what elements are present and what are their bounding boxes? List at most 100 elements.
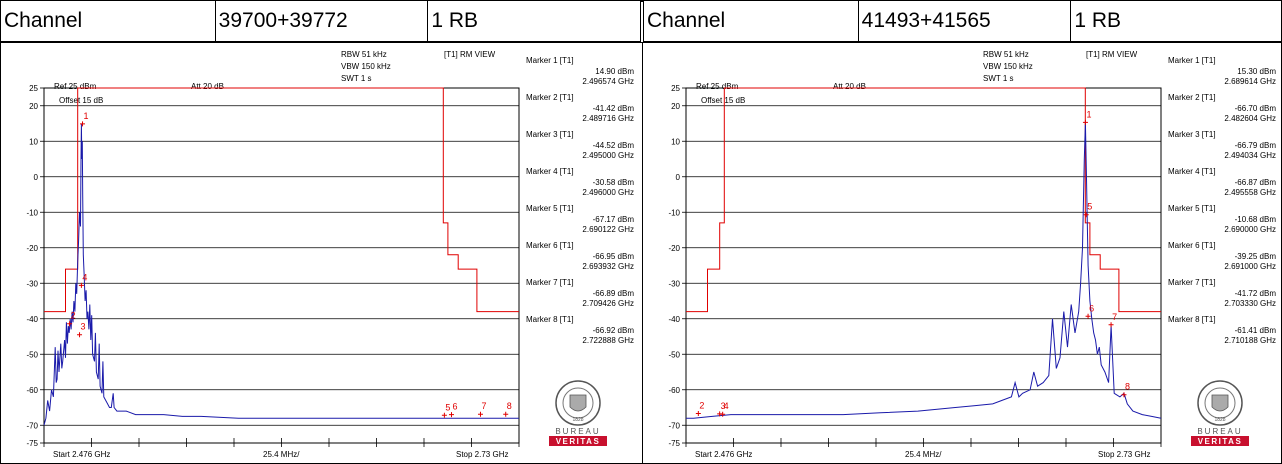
ref-level: Ref 25 dBm [696, 82, 739, 91]
spectrum-panel-left: 25 20 10 0 -10 -20 -30 -40 -50 -60 -70 -75 Ref 25 dB… [0, 42, 643, 464]
attenuation: Att 20 dB [833, 82, 866, 91]
marker-frequency: 2.690000 GHz [1224, 225, 1276, 234]
marker-level: -41.72 dBm [1235, 289, 1277, 298]
marker-level: -10.68 dBm [1235, 215, 1277, 224]
logo-bottom-text: VERITAS [556, 437, 601, 446]
vbw: VBW 150 kHz [983, 62, 1033, 71]
marker-point-6 [448, 412, 454, 418]
marker-title: Marker 5 [T1] [1168, 204, 1216, 213]
marker-frequency: 2.690122 GHz [582, 225, 634, 234]
marker-frequency: 2.495000 GHz [582, 151, 634, 160]
marker-frequency: 2.691000 GHz [1224, 262, 1276, 271]
y-tick-label: 25 [671, 84, 680, 93]
marker-point-label-8: 8 [1125, 382, 1130, 392]
marker-level: -66.92 dBm [593, 326, 635, 335]
logo-shield-icon [1211, 394, 1229, 412]
y-tick-label: -10 [26, 208, 38, 217]
y-tick-label: 20 [29, 102, 38, 111]
marker-frequency: 2.709426 GHz [582, 299, 634, 308]
marker-point-label-4: 4 [724, 401, 729, 411]
marker-point-5 [1083, 212, 1089, 218]
marker-level: -67.17 dBm [593, 215, 635, 224]
marker-point-label-6: 6 [452, 402, 457, 412]
marker-point-8 [1121, 392, 1127, 398]
logo-bar [549, 436, 607, 446]
y-tick-label: -70 [668, 421, 680, 430]
marker-point-label-1: 1 [1086, 109, 1091, 119]
division-label: 25.4 MHz/ [263, 450, 300, 459]
channel-label: Channel [1, 1, 216, 41]
marker-level: -66.95 dBm [593, 252, 635, 261]
marker-title: Marker 4 [T1] [1168, 167, 1216, 176]
rb-value: 1 RB [1071, 1, 1282, 41]
ref-level: Ref 25 dBm [54, 82, 97, 91]
marker-level: -44.52 dBm [593, 141, 635, 150]
marker-level: 15.30 dBm [1237, 67, 1276, 76]
trace-mode: [T1] RM VIEW [444, 50, 496, 59]
y-tick-label: -40 [668, 315, 680, 324]
marker-title: Marker 8 [T1] [1168, 315, 1216, 324]
y-tick-label: 0 [676, 173, 681, 182]
marker-point-2 [695, 411, 701, 417]
y-tick-label: -20 [26, 244, 38, 253]
marker-title: Marker 1 [T1] [526, 56, 574, 65]
trace-series-0 [43, 123, 519, 426]
header-left: Channel 39700+39772 1 RB [0, 0, 642, 42]
marker-point-2 [67, 321, 73, 327]
marker-point-7 [477, 411, 483, 417]
marker-frequency: 2.710188 GHz [1224, 336, 1276, 345]
start-frequency: Start 2.476 GHz [53, 450, 110, 459]
division-label: 25.4 MHz/ [905, 450, 942, 459]
y-tick-label: -50 [26, 350, 38, 359]
rbw: RBW 51 kHz [983, 50, 1029, 59]
y-tick-label: 10 [29, 137, 38, 146]
trace-mode: [T1] RM VIEW [1086, 50, 1138, 59]
marker-frequency: 2.703330 GHz [1224, 299, 1276, 308]
marker-point-4 [720, 411, 726, 417]
offset-label: Offset 15 dB [701, 96, 745, 105]
marker-level: -61.41 dBm [1235, 326, 1277, 335]
y-tick-label: -30 [668, 279, 680, 288]
y-tick-label: -30 [26, 279, 38, 288]
marker-point-label-2: 2 [699, 401, 704, 411]
marker-level: -66.87 dBm [1235, 178, 1277, 187]
marker-point-label-3: 3 [721, 401, 726, 411]
marker-point-label-8: 8 [507, 401, 512, 411]
start-frequency: Start 2.476 GHz [695, 450, 752, 459]
marker-title: Marker 2 [T1] [1168, 93, 1216, 102]
marker-title: Marker 4 [T1] [526, 167, 574, 176]
marker-point-label-6: 6 [1089, 303, 1094, 313]
marker-frequency: 2.482604 GHz [1224, 114, 1276, 123]
marker-frequency: 2.495558 GHz [1224, 188, 1276, 197]
y-tick-label: 0 [34, 173, 39, 182]
channel-label: Channel [644, 1, 859, 41]
channel-value: 41493+41565 [859, 1, 1072, 41]
y-tick-label: 10 [671, 137, 680, 146]
offset-label: Offset 15 dB [59, 96, 103, 105]
limit-line [686, 87, 1161, 313]
marker-level: -66.79 dBm [1235, 141, 1277, 150]
stop-frequency: Stop 2.73 GHz [456, 450, 508, 459]
marker-level: -30.58 dBm [593, 178, 635, 187]
marker-point-label-3: 3 [81, 322, 86, 332]
header-right: Channel 41493+41565 1 RB [643, 0, 1282, 42]
marker-level: -66.70 dBm [1235, 104, 1277, 113]
trace-series-0 [686, 122, 1162, 419]
marker-title: Marker 3 [T1] [1168, 130, 1216, 139]
marker-point-label-1: 1 [84, 111, 89, 121]
logo-shield-icon [569, 394, 587, 412]
marker-frequency: 2.496000 GHz [582, 188, 634, 197]
vbw: VBW 150 kHz [341, 62, 391, 71]
marker-point-label-7: 7 [1112, 312, 1117, 322]
marker-title: Marker 3 [T1] [526, 130, 574, 139]
y-tick-label: -40 [26, 315, 38, 324]
logo-year: 1828 [1214, 417, 1225, 423]
marker-title: Marker 5 [T1] [526, 204, 574, 213]
marker-point-3 [77, 332, 83, 338]
swt: SWT 1 s [341, 74, 372, 83]
attenuation: Att 20 dB [191, 82, 224, 91]
marker-title: Marker 7 [T1] [1168, 278, 1216, 287]
logo-bar [1191, 436, 1249, 446]
y-tick-label: -20 [668, 244, 680, 253]
